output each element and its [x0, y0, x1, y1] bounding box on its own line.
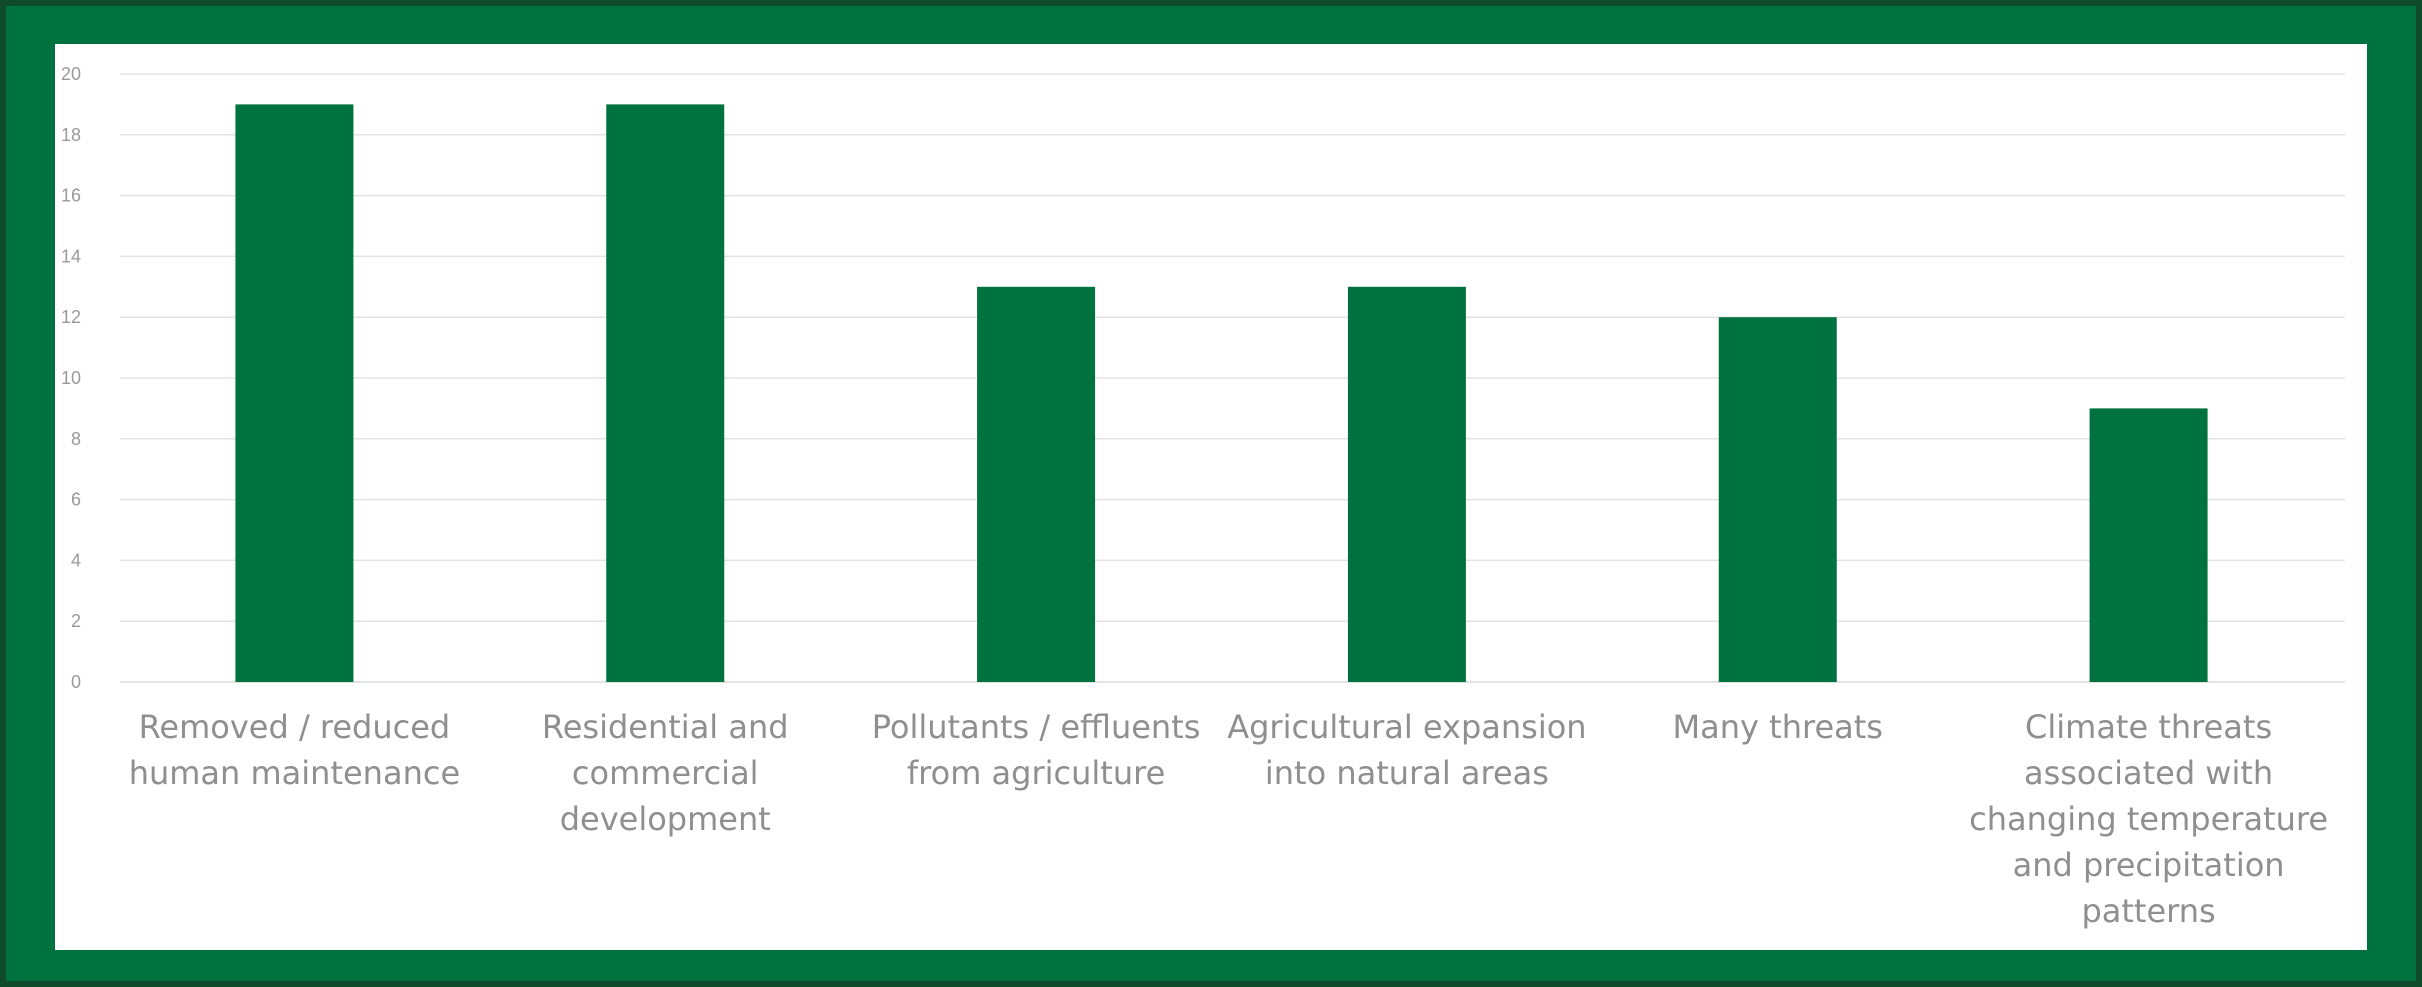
- y-axis-ticks: 0 2 4 6 8 10 12 14 16 18 20: [61, 64, 81, 692]
- gridlines: [120, 73, 2345, 683]
- bar-3: [977, 286, 1096, 682]
- bar-1: [235, 104, 354, 682]
- y-tick-label: 16: [61, 186, 81, 206]
- y-tick-label: 20: [61, 64, 81, 84]
- y-tick-label: 4: [71, 550, 81, 570]
- bar-chart: 0 2 4 6 8 10 12 14 16 18 20: [61, 64, 2345, 692]
- x-tick-label: Agricultural expansion into natural area…: [1227, 708, 1587, 792]
- y-tick-label: 12: [61, 307, 81, 327]
- x-tick-label: Climate threats associated with changing…: [1969, 708, 2329, 930]
- y-tick-label: 18: [61, 125, 81, 145]
- y-tick-label: 14: [61, 246, 81, 266]
- x-tick-label: Many threats: [1672, 708, 1883, 746]
- y-tick-label: 2: [71, 611, 81, 631]
- x-tick-label: Removed / reduced human maintenance: [128, 708, 461, 792]
- y-tick-label: 6: [71, 490, 81, 510]
- x-tick-label: Residential and commercial development: [541, 708, 789, 838]
- y-tick-label: 0: [71, 672, 81, 692]
- x-tick-label: Pollutants / effluents from agriculture: [871, 708, 1201, 792]
- bar-5: [1718, 317, 1837, 682]
- bars: [235, 104, 2208, 682]
- y-tick-label: 10: [61, 368, 81, 388]
- bar-6: [2089, 408, 2208, 682]
- bar-4: [1347, 286, 1466, 682]
- y-tick-label: 8: [71, 429, 81, 449]
- bar-2: [606, 104, 725, 682]
- plot-area: 0 2 4 6 8 10 12 14 16 18 20 Removed / reduced huma…: [55, 44, 2367, 950]
